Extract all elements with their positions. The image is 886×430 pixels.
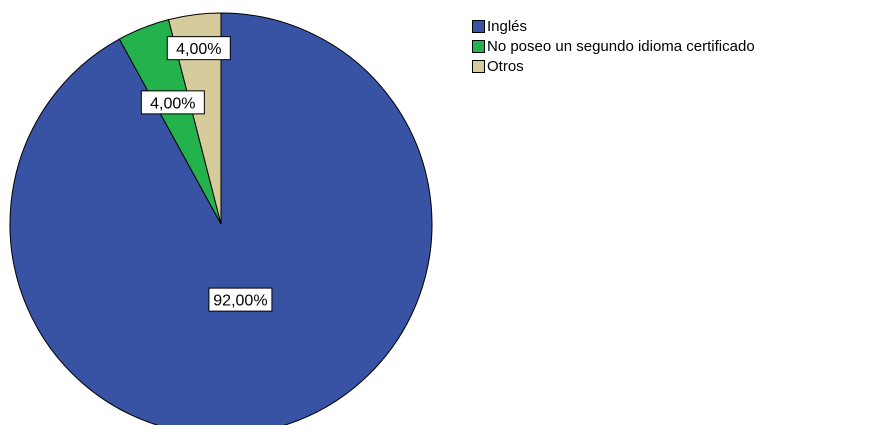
legend-swatch-otros bbox=[472, 59, 485, 73]
legend-label-sin-idioma: No poseo un segundo idioma certificado bbox=[487, 37, 755, 55]
data-label-text-otros: 4,00% bbox=[176, 41, 221, 58]
data-label-box-sin-idioma bbox=[140, 90, 205, 115]
legend-label-otros: Otros bbox=[487, 57, 524, 75]
pie-slice-otros bbox=[167, 12, 222, 225]
legend-item-ingles: Inglés bbox=[472, 16, 755, 36]
legend-item-otros: Otros bbox=[472, 56, 755, 76]
data-label-box-otros bbox=[166, 36, 231, 61]
legend-swatch-sin-idioma bbox=[472, 39, 485, 53]
data-label-box-ingles bbox=[208, 287, 273, 312]
data-label-text-ingles: 92,00% bbox=[213, 293, 267, 310]
legend-label-ingles: Inglés bbox=[487, 17, 528, 35]
data-label-text-sin-idioma: 4,00% bbox=[150, 95, 195, 112]
legend-swatch-ingles bbox=[472, 19, 485, 33]
legend-item-sin-idioma: No poseo un segundo idioma certificado bbox=[472, 36, 755, 56]
data-label-ingles: 92,00% bbox=[208, 287, 273, 312]
data-label-sin-idioma: 4,00% bbox=[140, 90, 205, 115]
legend: Inglés No poseo un segundo idioma certif… bbox=[472, 16, 755, 76]
data-label-otros: 4,00% bbox=[166, 36, 231, 61]
